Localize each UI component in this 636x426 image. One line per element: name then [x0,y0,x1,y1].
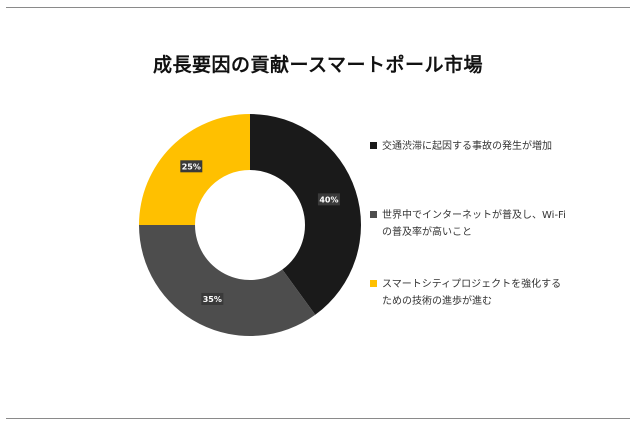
legend-label: 交通渋滞に起因する事故の発生が増加 [382,141,552,152]
data-label-background [180,160,203,173]
legend-item-smartcity: スマートシティプロジェクトを強化する ための技術の進歩が進む [370,276,570,310]
legend-label: スマートシティプロジェクトを強化する ための技術の進歩が進む [382,279,562,307]
slice-internet [139,225,316,336]
data-label-text: 35% [203,295,222,304]
legend-item-accidents: 交通渋滞に起因する事故の発生が増加 [370,138,570,155]
bottom-rule [6,418,630,419]
data-label: 35% [201,292,224,305]
top-rule [6,7,630,8]
legend-swatch [370,280,377,287]
legend-label: 世界中でインターネットが普及し、Wi-Fi の普及率が高いこと [382,210,566,238]
data-label-text: 40% [319,195,338,204]
data-label-background [317,193,340,206]
chart-title: 成長要因の貢献ースマートポール市場 [153,54,483,76]
data-label-background [201,292,224,305]
data-label-text: 25% [182,162,201,171]
data-label: 40% [317,193,340,206]
legend-swatch [370,142,377,149]
legend-swatch [370,211,377,218]
donut-chart: 40% 35% 25% [139,114,361,336]
slice-accidents [250,114,361,315]
legend-item-internet: 世界中でインターネットが普及し、Wi-Fi の普及率が高いこと [370,207,570,241]
data-label: 25% [180,160,203,173]
